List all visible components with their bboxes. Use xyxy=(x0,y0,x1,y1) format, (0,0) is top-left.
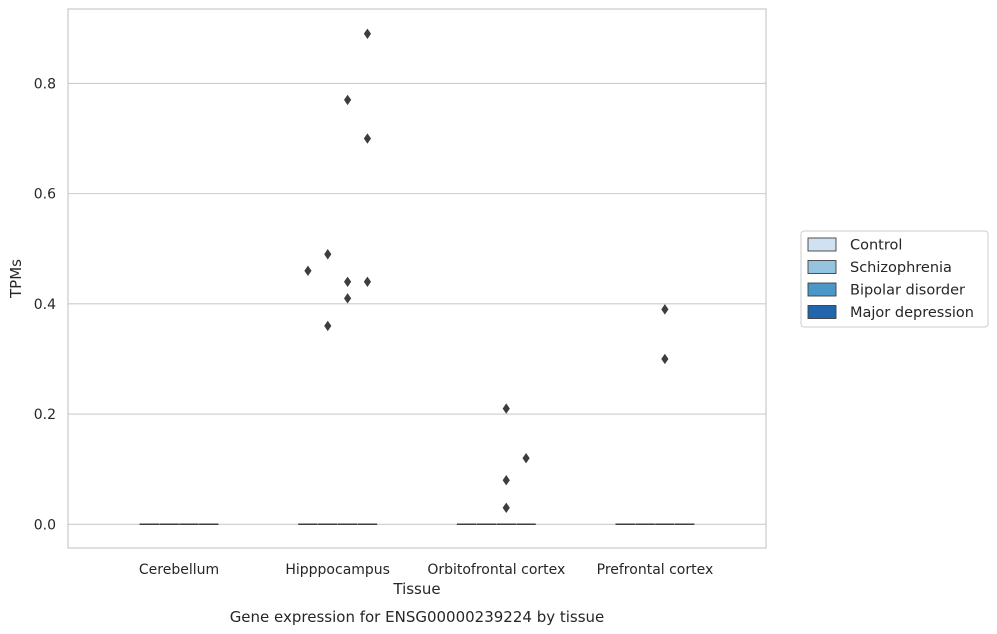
x-axis-title: Tissue xyxy=(392,580,440,598)
outlier-point xyxy=(343,293,352,304)
y-tick-label: 0.2 xyxy=(34,407,56,423)
legend-swatch xyxy=(807,260,837,274)
plot-frame xyxy=(67,8,767,549)
outliers-layer xyxy=(304,28,669,513)
outlier-point xyxy=(502,475,510,486)
x-tick-label: Hipppocampus xyxy=(285,562,390,578)
y-tick-label: 0.8 xyxy=(34,76,56,92)
x-tick-label: Cerebellum xyxy=(139,562,219,578)
outlier-point xyxy=(343,276,352,288)
outlier-point xyxy=(502,403,510,414)
outlier-point xyxy=(661,304,669,315)
legend-label: Schizophrenia xyxy=(850,260,952,276)
outlier-point xyxy=(502,502,510,513)
outlier-point xyxy=(304,265,312,276)
legend-swatch xyxy=(807,282,837,297)
legend: Control Schizophrenia Bipolar disorder Majo… xyxy=(800,230,989,328)
legend-swatch xyxy=(807,305,837,319)
legend-label: Bipolar disorder xyxy=(850,283,965,299)
legend-label: Major depression xyxy=(850,305,974,321)
chart-caption: Gene expression for ENSG00000239224 by t… xyxy=(230,608,605,626)
outlier-point xyxy=(363,133,372,144)
outlier-point xyxy=(343,94,352,106)
y-tick-label: 0.4 xyxy=(34,297,56,313)
y-axis-title: TPMs xyxy=(7,259,25,299)
outlier-point xyxy=(324,249,332,260)
y-tick-label: 0.6 xyxy=(34,187,56,203)
x-tick-label: Prefrontal cortex xyxy=(597,562,714,578)
legend-swatch xyxy=(807,237,837,252)
x-tick-labels: Cerebellum Hipppocampus Orbitofrontal cort… xyxy=(139,562,713,578)
x-tick-label: Orbitofrontal cortex xyxy=(427,562,565,578)
outlier-point xyxy=(522,452,530,464)
outlier-point xyxy=(324,320,332,332)
legend-frame xyxy=(800,230,989,328)
outlier-point xyxy=(661,353,669,365)
outlier-point xyxy=(363,276,372,288)
legend-label: Control xyxy=(850,238,902,254)
y-tick-labels: 0.0 0.2 0.4 0.6 0.8 xyxy=(34,76,56,533)
y-tick-label: 0.0 xyxy=(34,517,56,533)
outlier-point xyxy=(363,28,372,40)
